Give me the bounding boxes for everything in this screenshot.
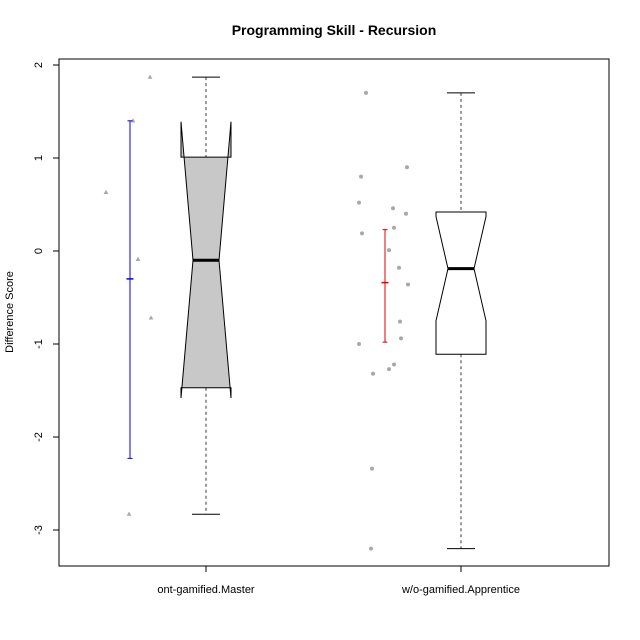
data-point xyxy=(387,248,391,253)
data-point xyxy=(405,165,409,170)
data-point xyxy=(392,362,396,367)
chart-marks: -3 -2 -1 0 1 2 ont-gamified.Master w/o-gamified… xyxy=(33,62,520,596)
data-point xyxy=(391,206,395,211)
data-point xyxy=(397,265,401,270)
data-point xyxy=(364,90,368,95)
data-point xyxy=(357,200,361,205)
data-point xyxy=(399,336,403,341)
data-point xyxy=(103,189,109,195)
data-point xyxy=(398,319,402,324)
data-point xyxy=(370,466,374,471)
data-point xyxy=(360,231,364,236)
data-point xyxy=(392,225,396,230)
data-point xyxy=(371,371,375,376)
data-point xyxy=(147,74,153,79)
data-point xyxy=(357,342,361,346)
y-tick-label: -2 xyxy=(33,432,45,442)
data-point xyxy=(404,211,408,216)
data-point xyxy=(406,282,410,287)
data-point xyxy=(135,256,141,261)
data-point xyxy=(387,367,391,372)
y-tick-label: 1 xyxy=(33,155,45,161)
chart-title: Programming Skill - Recursion xyxy=(232,22,437,38)
y-tick-label: 0 xyxy=(33,248,45,254)
y-tick-label: -1 xyxy=(33,339,45,349)
x-tick-label: w/o-gamified.Apprentice xyxy=(401,584,520,596)
data-point xyxy=(126,511,132,516)
y-axis-label: Difference Score xyxy=(4,271,16,353)
y-tick-label: 2 xyxy=(33,62,45,68)
x-tick-label: ont-gamified.Master xyxy=(157,584,255,596)
data-point xyxy=(130,118,136,123)
data-point xyxy=(359,174,363,179)
notched-box xyxy=(435,211,487,355)
data-point xyxy=(148,315,154,320)
y-tick-label: -3 xyxy=(33,525,45,535)
data-point xyxy=(369,546,373,551)
